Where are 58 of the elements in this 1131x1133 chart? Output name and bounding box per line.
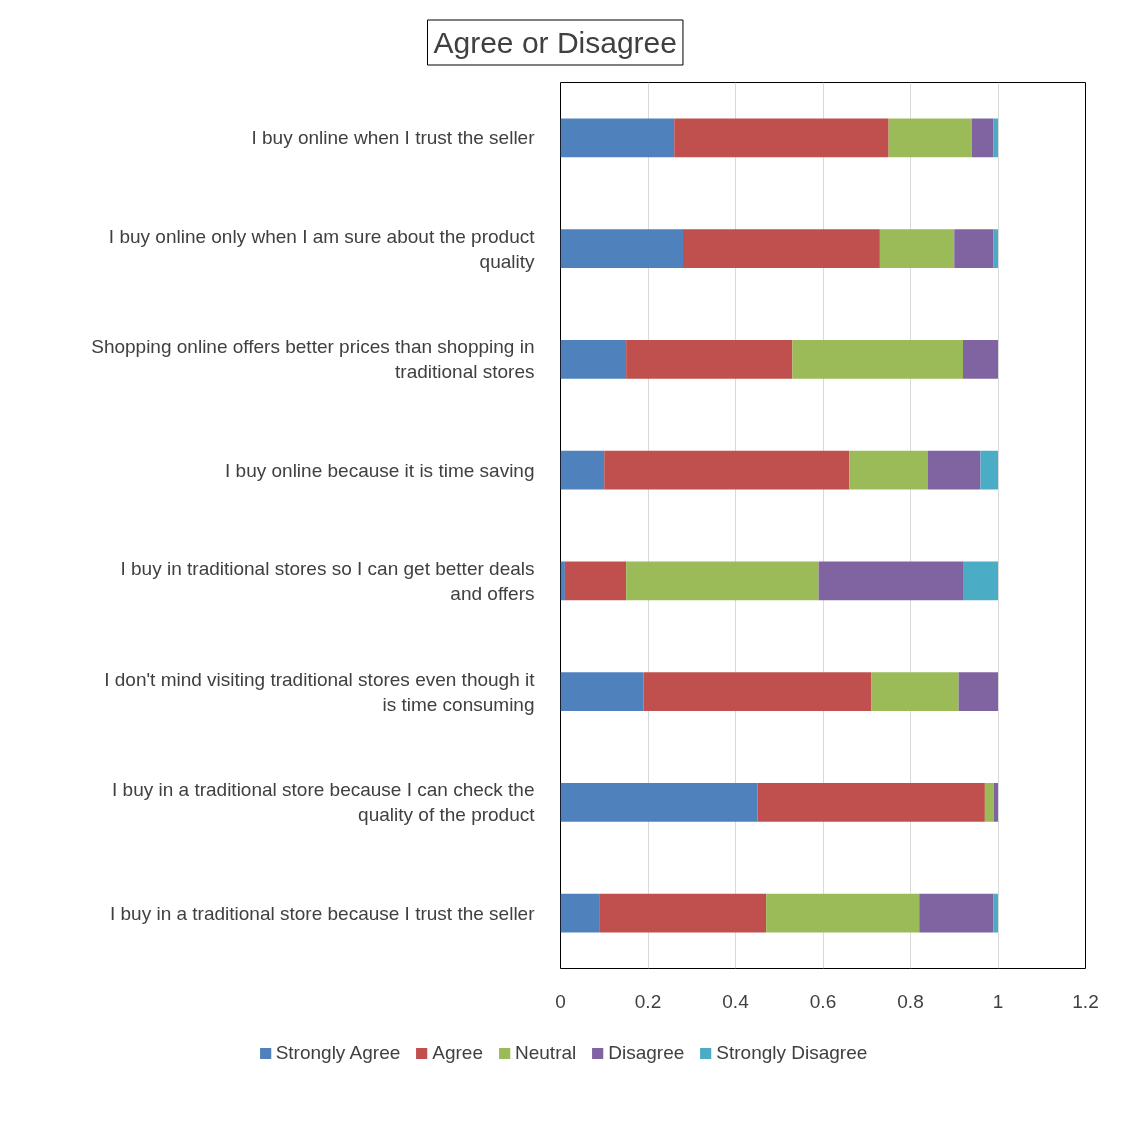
y-tick-label: I buy online when I trust the seller — [251, 127, 536, 149]
bar — [626, 561, 819, 601]
bar — [792, 339, 963, 379]
bar — [971, 118, 994, 158]
bar — [683, 229, 880, 269]
bar — [560, 450, 605, 490]
bar — [963, 561, 998, 601]
bar — [643, 672, 872, 712]
y-tick-label: I buy in traditional stores so I can get better deals and offers — [120, 557, 535, 604]
bar — [626, 339, 793, 379]
legend-label: Strongly Disagree — [716, 1042, 868, 1064]
bar — [757, 782, 985, 822]
bar — [674, 118, 889, 158]
y-tick-label: Shopping online offers better prices than shopping in traditional stores — [91, 336, 535, 383]
x-tick-label: 0.6 — [809, 990, 837, 1012]
bar — [993, 118, 998, 158]
bar — [993, 893, 998, 933]
chart-title: Agree or Disagree — [433, 26, 677, 59]
bar — [560, 672, 644, 712]
bar — [560, 782, 758, 822]
x-tick-label: 0.4 — [722, 990, 750, 1012]
bar — [560, 561, 565, 601]
y-tick-label: I buy online because it is time saving — [225, 459, 535, 481]
x-tick-label: 1 — [992, 990, 1004, 1012]
bar — [958, 672, 998, 712]
bar — [560, 339, 627, 379]
bar — [818, 561, 963, 601]
bar — [963, 339, 998, 379]
x-tick-label: 0.2 — [634, 990, 662, 1012]
bar — [879, 229, 955, 269]
bar — [888, 118, 972, 158]
legend-label: Agree — [432, 1042, 484, 1064]
x-tick-label: 0 — [555, 990, 566, 1012]
bar — [993, 782, 998, 822]
y-tick-label: I buy in a traditional store because I can check the quality of the product — [112, 779, 536, 826]
bar — [560, 229, 683, 269]
legend-label: Strongly Agree — [275, 1042, 401, 1064]
bar — [564, 561, 627, 601]
bar — [599, 893, 767, 933]
x-tick-label: 1.2 — [1072, 990, 1099, 1012]
bar — [560, 118, 675, 158]
bar — [871, 672, 959, 712]
y-tick-label: I don't mind visiting traditional stores even though it is time consuming — [104, 668, 536, 715]
bar — [984, 782, 994, 822]
bar — [980, 450, 998, 490]
x-tick-label: 0.8 — [897, 990, 924, 1012]
bar — [919, 893, 994, 933]
bar — [849, 450, 928, 490]
legend-label: Disagree — [608, 1042, 685, 1064]
legend-label: Neutral — [515, 1042, 577, 1064]
y-tick-label: I buy in a traditional store because I trust the seller — [109, 902, 536, 924]
bar — [766, 893, 920, 933]
y-tick-label: I buy online only when I am sure about the product quality — [108, 225, 536, 272]
bar — [604, 450, 850, 490]
bar — [993, 229, 998, 269]
bar — [928, 450, 981, 490]
bar — [560, 893, 600, 933]
bar — [954, 229, 994, 269]
